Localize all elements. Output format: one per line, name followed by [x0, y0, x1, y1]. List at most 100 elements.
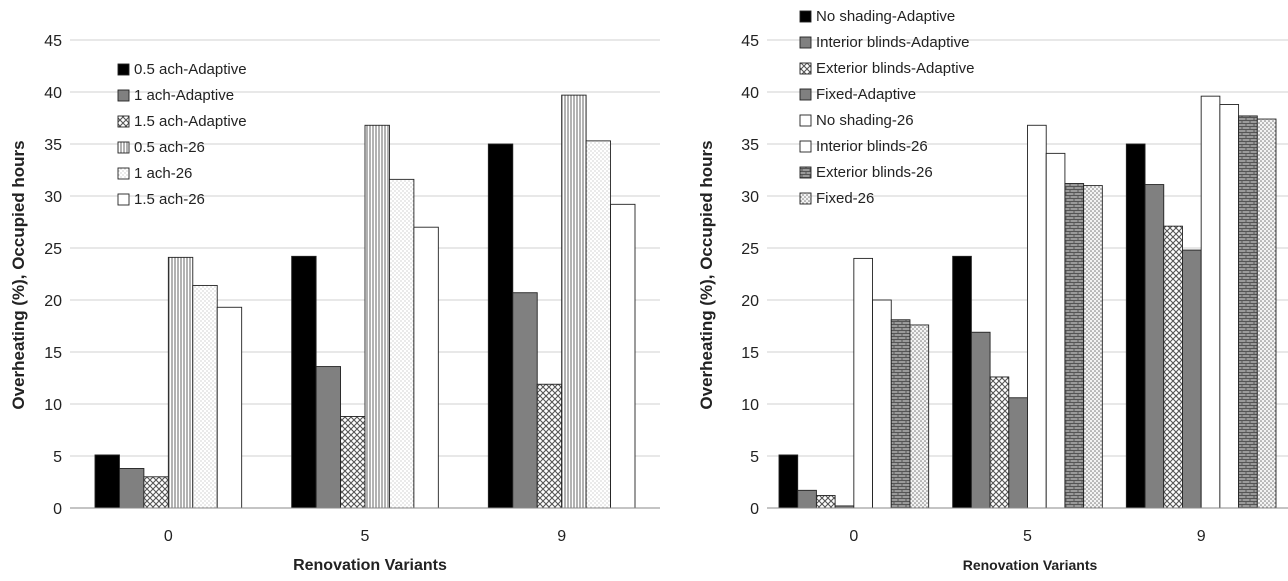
y-tick-label: 40: [741, 85, 759, 102]
x-tick-label: 5: [1023, 528, 1032, 545]
bar: [561, 94, 587, 509]
x-tick-label: 9: [1197, 528, 1206, 545]
legend-swatch: [799, 10, 812, 23]
y-tick-label: 25: [741, 241, 759, 258]
bar: [1200, 95, 1221, 509]
legend-swatch: [117, 167, 130, 180]
bar: [340, 416, 366, 509]
legend-swatch: [799, 114, 812, 127]
bar: [970, 331, 991, 509]
bar: [872, 299, 892, 509]
bar: [216, 306, 243, 509]
bar: [909, 324, 930, 509]
chart-2-y-axis-title: Overheating (%), Occupied hours: [697, 140, 716, 409]
bar: [1182, 249, 1202, 509]
legend-swatch: [799, 36, 812, 49]
chart-1-y-tick-labels: 0 5 10 15 20 25 30 35 40 45: [44, 33, 62, 518]
legend-swatch: [799, 62, 812, 75]
y-tick-label: 45: [741, 33, 759, 50]
bar: [797, 489, 817, 509]
y-tick-label: 45: [44, 33, 62, 50]
bar: [512, 292, 538, 509]
bar: [989, 376, 1010, 509]
chart-1-y-axis-title: Overheating (%), Occupied hours: [9, 140, 28, 409]
x-tick-label: 0: [164, 528, 173, 545]
bar: [1045, 152, 1066, 509]
bar: [94, 454, 120, 509]
bar: [585, 140, 612, 509]
bar: [1008, 397, 1028, 509]
bar: [1238, 115, 1258, 509]
legend-swatch: [799, 140, 812, 153]
legend-label: 1.5 ach-Adaptive: [134, 113, 247, 130]
bar: [315, 366, 342, 509]
y-tick-label: 30: [741, 189, 759, 206]
bar: [1163, 225, 1183, 509]
bar: [1064, 183, 1085, 509]
bar: [118, 468, 145, 509]
y-tick-label: 15: [741, 345, 759, 362]
legend-swatch: [117, 141, 130, 154]
legend-swatch: [117, 115, 130, 128]
y-tick-label: 5: [53, 449, 62, 466]
legend-label: Exterior blinds-26: [816, 164, 933, 181]
x-tick-label: 5: [361, 528, 370, 545]
bar: [853, 257, 873, 509]
x-tick-label: 9: [557, 528, 566, 545]
legend-label: 1.5 ach-26: [134, 191, 205, 208]
bar: [143, 476, 169, 509]
y-tick-label: 5: [750, 449, 759, 466]
x-tick-label: 0: [849, 528, 858, 545]
bar: [1027, 124, 1047, 509]
chart-2: 0 5 10 15 20 25 30 35 40 45 0 5 9 Renovation Varian…: [697, 8, 1288, 573]
y-tick-label: 10: [44, 397, 62, 414]
legend-label: 0.5 ach-26: [134, 139, 205, 156]
bar: [291, 255, 317, 509]
legend-swatch: [799, 166, 812, 179]
legend-label: No shading-26: [816, 112, 914, 129]
chart-1-x-axis-title: Renovation Variants: [293, 557, 447, 574]
legend-label: Fixed-26: [816, 190, 874, 207]
legend-swatch: [117, 193, 130, 206]
chart-2-x-axis-title: Renovation Variants: [963, 557, 1098, 573]
y-tick-label: 40: [44, 85, 62, 102]
y-tick-label: 15: [44, 345, 62, 362]
y-tick-label: 25: [44, 241, 62, 258]
bar: [487, 143, 514, 509]
legend-label: Interior blinds-26: [816, 138, 928, 155]
chart-2-x-tick-labels: 0 5 9: [849, 528, 1205, 545]
chart-1: 0 5 10 15 20 25 30 35 40 45 0 5 9 Renovation Varian…: [9, 33, 660, 574]
legend-swatch: [799, 192, 812, 205]
bar: [890, 319, 911, 509]
y-tick-label: 35: [44, 137, 62, 154]
chart-1-legend: 0.5 ach-Adaptive 1 ach-Adaptive 1.5 ach-Ad…: [117, 61, 247, 208]
bar: [1083, 185, 1103, 509]
bar: [815, 495, 836, 509]
legend-swatch: [117, 63, 130, 76]
legend-label: 1 ach-Adaptive: [134, 87, 234, 104]
legend-label: No shading-Adaptive: [816, 8, 955, 25]
y-tick-label: 0: [53, 501, 62, 518]
bar: [1144, 184, 1165, 509]
bar: [1256, 118, 1277, 509]
legend-label: 1 ach-26: [134, 165, 192, 182]
legend-swatch: [799, 88, 812, 101]
legend-swatch: [117, 89, 130, 102]
chart-2-bars: [778, 95, 1277, 509]
legend-label: Fixed-Adaptive: [816, 86, 916, 103]
y-tick-label: 0: [750, 501, 759, 518]
legend-label: Exterior blinds-Adaptive: [816, 60, 974, 77]
bar: [952, 255, 972, 509]
legend-label: 0.5 ach-Adaptive: [134, 61, 247, 78]
bar: [1219, 104, 1240, 509]
y-tick-label: 20: [741, 293, 759, 310]
bar: [192, 284, 218, 509]
chart-2-y-tick-labels: 0 5 10 15 20 25 30 35 40 45: [741, 33, 759, 518]
bar: [388, 178, 415, 509]
bar: [364, 124, 390, 509]
y-tick-label: 10: [741, 397, 759, 414]
bar: [167, 256, 194, 509]
bar: [1125, 143, 1146, 509]
